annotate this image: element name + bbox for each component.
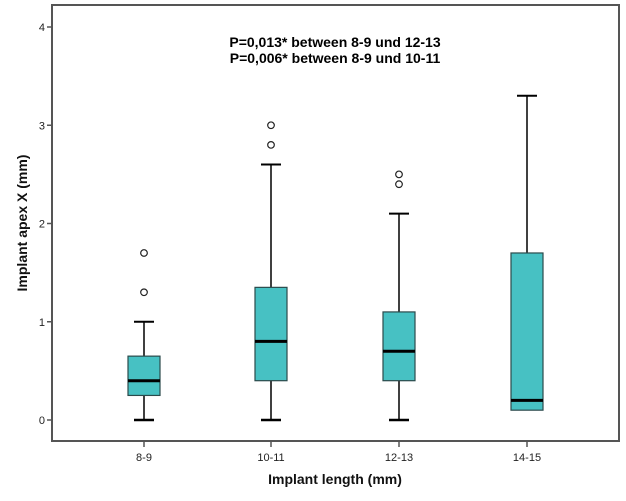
y-axis: 0 1 2 3 4 xyxy=(39,22,52,427)
y-tick-label: 3 xyxy=(39,120,45,132)
y-tick-label: 1 xyxy=(39,317,45,329)
box-12-13 xyxy=(382,170,416,422)
box-8-9 xyxy=(127,249,161,422)
outlier-point xyxy=(395,170,403,179)
box-10-11 xyxy=(254,121,288,422)
iqr-box xyxy=(382,311,416,382)
x-axis-title: Implant length (mm) xyxy=(268,471,402,487)
outlier-point xyxy=(267,140,275,149)
box-14-15 xyxy=(510,94,544,411)
outlier-point xyxy=(140,249,148,257)
outlier-point xyxy=(395,180,403,189)
x-tick-label: 8-9 xyxy=(136,452,152,464)
annotation-line-2: P=0,006* between 8-9 und 10-11 xyxy=(230,50,441,66)
x-tick-label: 10-11 xyxy=(257,452,284,464)
x-axis: 8-9 10-11 12-13 14-15 xyxy=(136,441,541,464)
y-tick-label: 4 xyxy=(39,22,45,34)
iqr-box xyxy=(127,355,161,397)
boxes-group xyxy=(127,94,544,422)
y-axis-title: Implant apex X (mm) xyxy=(14,155,30,292)
x-tick-label: 12-13 xyxy=(385,452,413,464)
iqr-box xyxy=(254,286,288,382)
y-tick-label: 0 xyxy=(39,415,45,427)
outlier-point xyxy=(140,288,148,297)
iqr-box xyxy=(510,252,544,411)
annotation-line-1: P=0,013* between 8-9 und 12-13 xyxy=(229,34,440,50)
y-tick-label: 2 xyxy=(39,219,45,231)
x-tick-label: 14-15 xyxy=(513,452,541,464)
outlier-point xyxy=(267,121,275,130)
